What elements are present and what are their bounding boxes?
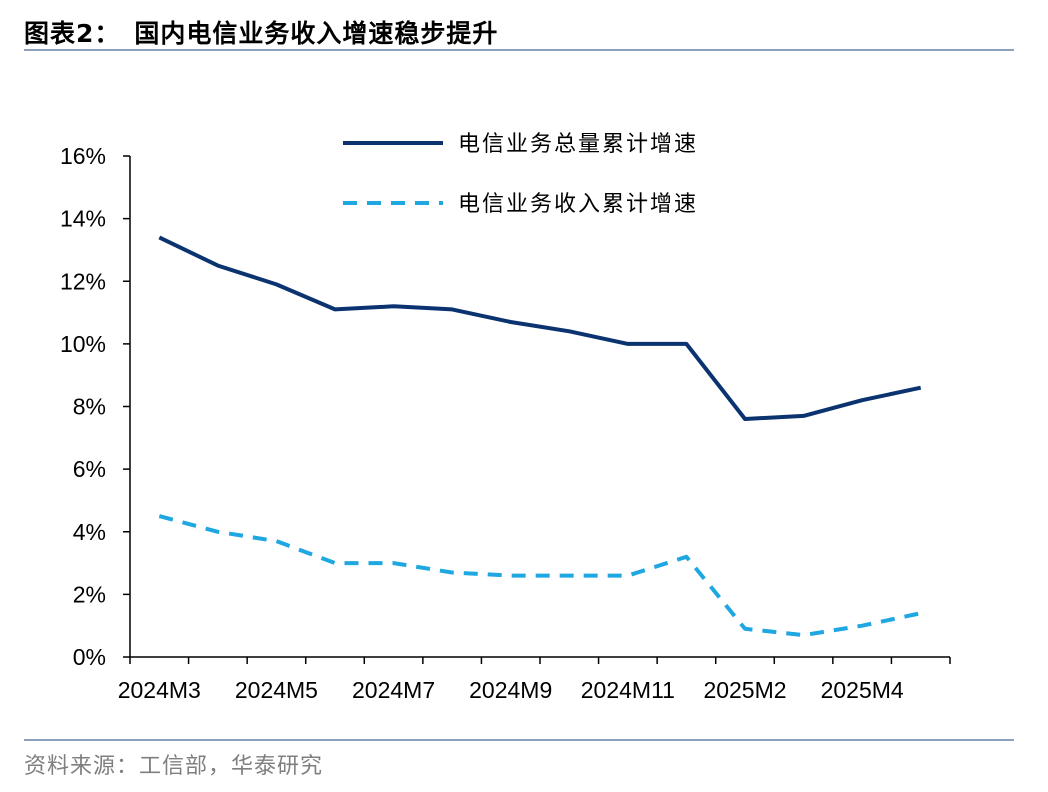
legend-label-2: 电信业务收入累计增速: [458, 192, 698, 217]
legend-label-1: 电信业务总量累计增速: [458, 132, 698, 157]
y-tick-label: 0%: [73, 644, 106, 670]
chart-axes: 0% 2% 4% 6% 8% 10% 12% 14% 16% 2024M3 2024M5 2024M7…: [60, 143, 951, 703]
footer-divider: [24, 739, 1014, 741]
x-tick-label: 2024M9: [469, 677, 552, 703]
x-tick-label: 2025M2: [703, 677, 786, 703]
x-tick-label: 2024M3: [118, 677, 201, 703]
y-tick-label: 6%: [73, 456, 106, 482]
x-tick-label: 2024M5: [235, 677, 318, 703]
y-tick-label: 14%: [60, 206, 106, 232]
x-tick-label: 2024M11: [581, 677, 675, 703]
y-tick-label: 12%: [60, 268, 106, 294]
chart-series-layer: [158, 235, 922, 638]
x-tick-label: 2024M7: [352, 677, 435, 703]
x-tick-label: 2025M4: [821, 677, 904, 703]
series-line-2: [158, 514, 922, 638]
y-tick-label: 4%: [73, 519, 106, 545]
source-note: 资料来源：工信部，华泰研究: [24, 754, 324, 779]
figure-label: 图表2：: [24, 19, 121, 48]
y-tick-label: 8%: [73, 394, 106, 420]
y-tick-label: 16%: [60, 143, 106, 169]
header-divider: [24, 49, 1014, 51]
figure-title: 国内电信业务收入增速稳步提升: [134, 19, 499, 48]
figure-header: 图表2： 国内电信业务收入增速稳步提升: [24, 14, 498, 50]
y-tick-label: 2%: [73, 581, 106, 607]
y-tick-label: 10%: [60, 331, 106, 357]
series-line-1: [158, 235, 922, 421]
